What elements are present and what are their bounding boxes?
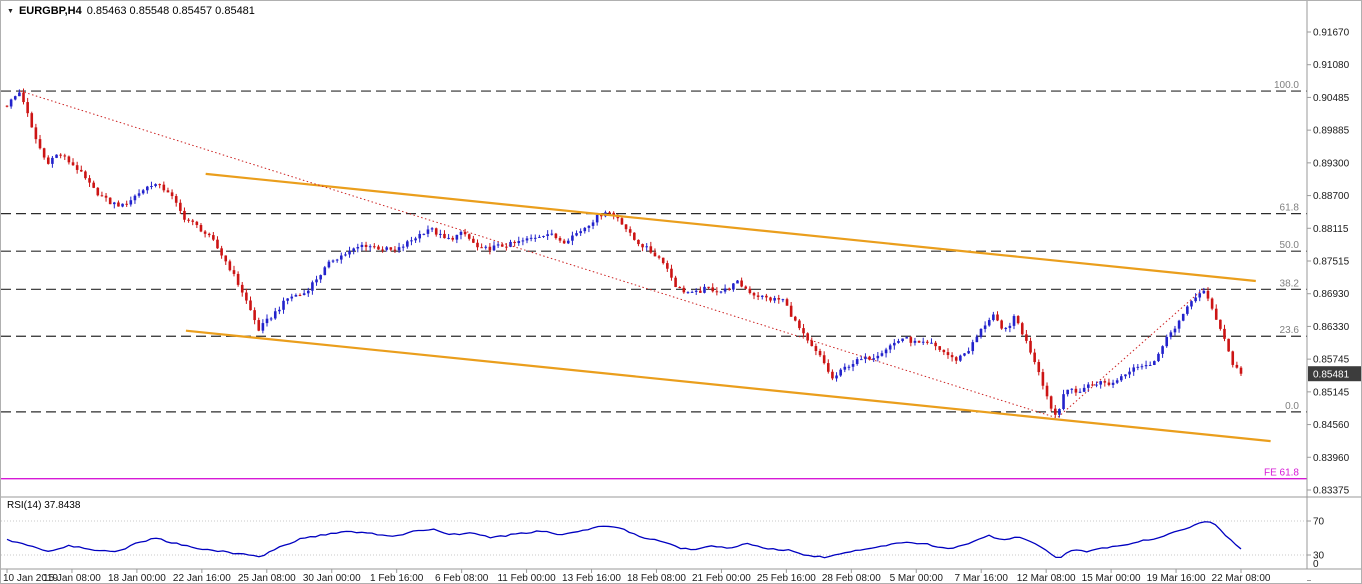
time-axis-label: 13 Feb 16:00 — [562, 573, 621, 584]
rsi-line — [6, 521, 1242, 559]
fib-expansion-label: FE 61.8 — [1264, 468, 1299, 479]
time-axis-label: 30 Jan 00:00 — [303, 573, 361, 584]
price-axis-label: 0.91670 — [1313, 28, 1350, 39]
price-axis-label: 0.89300 — [1313, 158, 1350, 169]
rsi-scale-label: 30 — [1313, 551, 1325, 562]
chart-title-overlay: ▼ EURGBP,H4 0.85463 0.85548 0.85457 0.85… — [7, 5, 255, 17]
rsi-scale-label: 70 — [1313, 517, 1325, 528]
fib-level-label: 50.0 — [1280, 240, 1300, 251]
time-axis-label: 21 Feb 00:00 — [692, 573, 751, 584]
price-axis-label: 0.90485 — [1313, 93, 1350, 104]
time-axis-label: 12 Mar 08:00 — [1017, 573, 1076, 584]
time-axis-label: 7 Mar 16:00 — [955, 573, 1009, 584]
price-axis-label: 0.84560 — [1313, 420, 1350, 431]
price-axis-label: 0.91080 — [1313, 60, 1350, 71]
time-axis-label: 18 Jan 00:00 — [108, 573, 166, 584]
price-axis-label: 0.86930 — [1313, 289, 1350, 300]
time-axis-label: 25 Feb 16:00 — [757, 573, 816, 584]
time-axis-label: 19 Mar 16:00 — [1147, 573, 1206, 584]
time-axis-label: 15 Mar 00:00 — [1082, 573, 1141, 584]
price-axis-label: 0.85745 — [1313, 355, 1350, 366]
price-axis-label: 0.87515 — [1313, 257, 1350, 268]
fib-level-label: 0.0 — [1285, 401, 1299, 412]
fibonacci-levels: 100.0 61.8 50.0 38.2 23.6 0.0 — [1, 80, 1307, 413]
fib-level-label: 38.2 — [1280, 278, 1300, 289]
fib-level-label: 100.0 — [1274, 80, 1299, 91]
dotted-trendline[interactable] — [20, 90, 1204, 419]
symbol-marker-icon: ▼ — [7, 7, 14, 15]
time-axis-label: 5 Mar 00:00 — [890, 573, 944, 584]
time-axis-label: 25 Jan 08:00 — [238, 573, 296, 584]
current-price-value: 0.85481 — [1313, 370, 1350, 381]
rsi-panel — [1, 520, 1307, 559]
time-axis-label: 6 Feb 08:00 — [435, 573, 489, 584]
price-axis-label: 0.83960 — [1313, 453, 1350, 464]
price-axis-label: 0.86330 — [1313, 322, 1350, 333]
time-axis-label: 22 Mar 08:00 — [1212, 573, 1271, 584]
fib-level-label: 23.6 — [1280, 325, 1300, 336]
current-price-badge: 0.85481 — [1308, 366, 1361, 382]
price-axis-label: 0.85145 — [1313, 387, 1350, 398]
ohlc-values: 0.85463 0.85548 0.85457 0.85481 — [86, 5, 255, 17]
price-axis-label: 0.88700 — [1313, 191, 1350, 202]
time-axis-label: 22 Jan 16:00 — [173, 573, 231, 584]
time-axis-label: 11 Feb 00:00 — [497, 573, 556, 584]
rsi-scale-label: 0 — [1313, 559, 1319, 570]
rsi-scale: 70 300 — [1307, 517, 1325, 581]
candles-layer — [5, 88, 1243, 418]
channel-lower-trendline[interactable] — [185, 329, 1271, 443]
price-axis-label: 0.83375 — [1313, 486, 1350, 497]
symbol-timeframe-label: EURGBP,H4 — [18, 5, 82, 17]
price-axis-label: 0.88115 — [1313, 224, 1349, 235]
rsi-indicator-label: RSI(14) 37.8438 — [7, 500, 81, 511]
fib-level-label: 61.8 — [1280, 203, 1300, 214]
time-axis-label: 10 Jan 2019 — [3, 573, 58, 584]
channel-upper-trendline[interactable] — [205, 172, 1256, 283]
time-axis-label: 15 Jan 08:00 — [43, 573, 101, 584]
time-axis-label: 18 Feb 08:00 — [627, 573, 686, 584]
time-axis-label: 1 Feb 16:00 — [370, 573, 424, 584]
price-axis[interactable]: 0.91670 0.91080 0.90485 0.89885 0.89300 0.887… — [1307, 28, 1350, 497]
time-axis-label: 28 Feb 08:00 — [822, 573, 881, 584]
price-axis-label: 0.89885 — [1313, 126, 1350, 137]
